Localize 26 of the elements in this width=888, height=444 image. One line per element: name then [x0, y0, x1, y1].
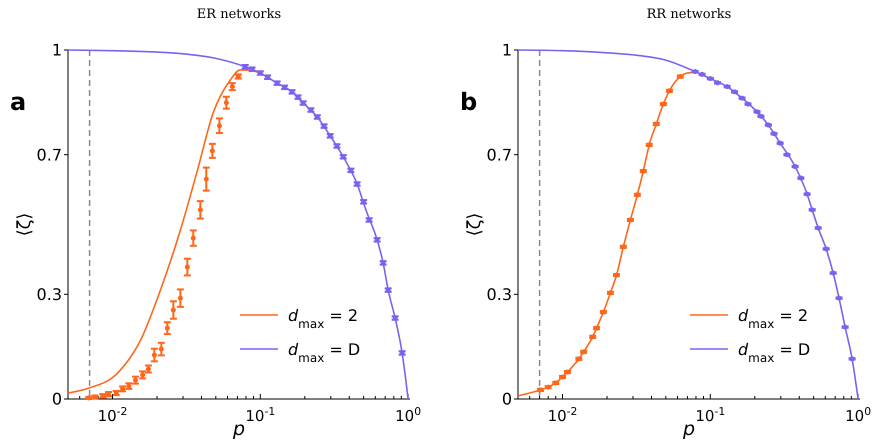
y-tick-label: 0 — [52, 390, 62, 409]
y-axis-title: ⟨ζ⟩ — [14, 212, 35, 236]
chart-title: RR networks — [646, 7, 732, 22]
legend-label: d$_{max}$ = D — [288, 340, 360, 365]
y-tick-label: 1 — [502, 40, 512, 60]
x-tick-label: 10$^{0}$ — [395, 404, 422, 425]
text: a — [10, 88, 26, 116]
legend-label: d$_{max}$ = D — [738, 340, 810, 365]
legend-label: d$_{max}$ = 2 — [738, 306, 808, 331]
x-tick-label: 10$^{-1}$ — [695, 404, 726, 425]
y-tick-label: 0 — [502, 390, 512, 409]
legend-label: d$_{max}$ = 2 — [288, 306, 358, 331]
x-axis-title: p — [232, 418, 246, 440]
y-tick-label: 0.3 — [486, 284, 512, 304]
x-tick-label: 10$^{-2}$ — [98, 404, 128, 425]
y-tick-label: 0.7 — [486, 145, 512, 164]
chart-title: ER networks — [196, 7, 282, 22]
y-axis-title: ⟨ζ⟩ — [464, 212, 485, 236]
y-tick-label: 0.7 — [36, 145, 62, 164]
text: b — [460, 88, 478, 116]
x-tick-label: 10$^{-1}$ — [245, 404, 276, 425]
x-tick-label: 10$^{0}$ — [845, 404, 872, 425]
x-axis-title: p — [682, 418, 696, 440]
y-tick-label: 1 — [52, 40, 62, 60]
y-tick-label: 0.3 — [36, 284, 62, 304]
x-tick-label: 10$^{-2}$ — [548, 404, 578, 425]
